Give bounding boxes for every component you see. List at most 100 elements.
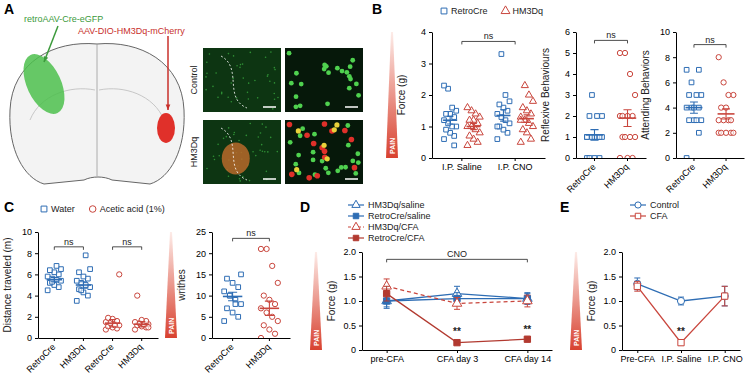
- hm3dq-injection-site: [157, 113, 175, 143]
- y-tick-mark: [35, 296, 38, 297]
- figure: AretroAAV-Cre-eGFPAAV-DIO-HM3Dq-mCherryC…: [0, 0, 747, 391]
- y-tick-label: 3: [421, 59, 426, 69]
- y-tick-mark: [573, 116, 576, 117]
- data-point: [464, 103, 471, 109]
- y-axis: 00.51.01.52.0: [343, 247, 362, 355]
- cell: [311, 141, 317, 147]
- y-tick-mark: [359, 252, 362, 253]
- data-point: [722, 293, 728, 299]
- data-point: [590, 93, 595, 98]
- y-tick: 4: [27, 291, 38, 301]
- data-point: [239, 272, 244, 277]
- data-point: [634, 283, 640, 289]
- cell: [335, 66, 340, 71]
- data-point: [699, 93, 704, 98]
- speckle: [239, 178, 241, 180]
- data-point: [503, 93, 508, 98]
- speckle: [267, 151, 269, 153]
- cell: [296, 153, 301, 158]
- data-point: [721, 293, 728, 300]
- data-point: [718, 130, 723, 135]
- legend-label: Water: [51, 204, 75, 214]
- error-bar: [590, 130, 598, 141]
- x-tick-mark: [627, 158, 628, 161]
- scale-bar: [263, 178, 276, 180]
- y-tick-label: 0: [351, 345, 356, 355]
- y-tick-mark: [209, 296, 212, 297]
- y-tick-mark: [573, 95, 576, 96]
- legend-label: Acetic acid (1%): [100, 204, 165, 214]
- series-line: [387, 294, 528, 343]
- y-tick-mark: [429, 32, 432, 33]
- cell: [355, 151, 360, 156]
- speckle: [257, 97, 259, 99]
- x-tick-label: RetroCre: [203, 342, 236, 375]
- speckle: [262, 150, 264, 152]
- y-tick: 2: [665, 128, 676, 138]
- data-point: [525, 91, 532, 97]
- data-point: [258, 335, 263, 338]
- x-tick-mark: [269, 338, 270, 341]
- y-tick-label: 2: [27, 312, 32, 322]
- plot-marks: [585, 50, 638, 158]
- annotation: ns: [606, 30, 616, 40]
- y-tick: 1.5: [603, 272, 622, 282]
- y-axis-line: [38, 233, 39, 339]
- cell: [325, 101, 330, 106]
- x-axis: pre-CFACFA day 3CFA day 14: [363, 350, 553, 364]
- speckle: [226, 136, 228, 138]
- y-tick-mark: [359, 301, 362, 302]
- data-point: [261, 323, 266, 328]
- speckle: [255, 155, 257, 157]
- x-tick-mark: [725, 350, 726, 353]
- y-tick-label: 10: [22, 227, 32, 237]
- x-tick-label: RetroCre: [565, 162, 598, 195]
- cell: [304, 132, 310, 138]
- cell: [293, 104, 298, 109]
- y-tick-mark: [35, 338, 38, 339]
- legend-label: CFA: [650, 211, 668, 221]
- cell: [300, 126, 305, 131]
- speckle: [274, 98, 276, 100]
- y-tick-label: 4: [27, 291, 32, 301]
- x-tick: HM3Dq: [701, 158, 730, 190]
- error-bar: [690, 102, 698, 113]
- speckle: [252, 151, 254, 153]
- cell: [325, 156, 330, 161]
- data-point: [48, 268, 53, 273]
- y-tick: 6: [665, 78, 676, 88]
- legend-marker: [635, 213, 640, 218]
- data-point: [499, 52, 504, 57]
- error-bar: [500, 110, 507, 121]
- x-tick-mark: [112, 338, 113, 341]
- y-tick: 10: [22, 227, 38, 237]
- chart: C0246810RetroCreHM3DqRetroCreHM3DqDistan…: [2, 199, 165, 375]
- chart: EPAIN00.51.01.52.0Pre-CFAI.P. SalineI.P.…: [560, 199, 743, 364]
- x-tick: I.P. Saline: [662, 350, 702, 364]
- data-point: [726, 92, 731, 97]
- data-point: [275, 318, 280, 323]
- error-bar: [80, 282, 87, 288]
- data-point: [222, 289, 227, 294]
- x-tick: HM3Dq: [116, 338, 145, 370]
- data-point: [716, 55, 721, 60]
- y-tick-label: 3: [565, 90, 570, 100]
- x-axis: RetroCreHM3Dq: [664, 158, 744, 195]
- speckle: [209, 53, 211, 55]
- y-tick-mark: [673, 32, 676, 33]
- x-tick: RetroCre: [203, 338, 236, 375]
- chart: 0246810RetroCreHM3DqAttending Behaviorsn…: [640, 27, 745, 194]
- y-tick-mark: [673, 133, 676, 134]
- y-tick-label: 1.0: [343, 296, 356, 306]
- cell: [356, 93, 361, 98]
- y-tick-label: 1.5: [603, 272, 616, 282]
- y-tick-mark: [35, 232, 38, 233]
- data-point: [74, 299, 79, 304]
- cell: [288, 140, 293, 145]
- y-tick: 2: [565, 111, 576, 121]
- x-axis-line: [577, 158, 647, 159]
- scale-bar: [345, 106, 358, 108]
- speckle: [223, 138, 225, 140]
- data-point: [264, 310, 269, 315]
- chart: DPAIN00.51.01.52.0pre-CFACFA day 3CFA da…: [300, 199, 553, 364]
